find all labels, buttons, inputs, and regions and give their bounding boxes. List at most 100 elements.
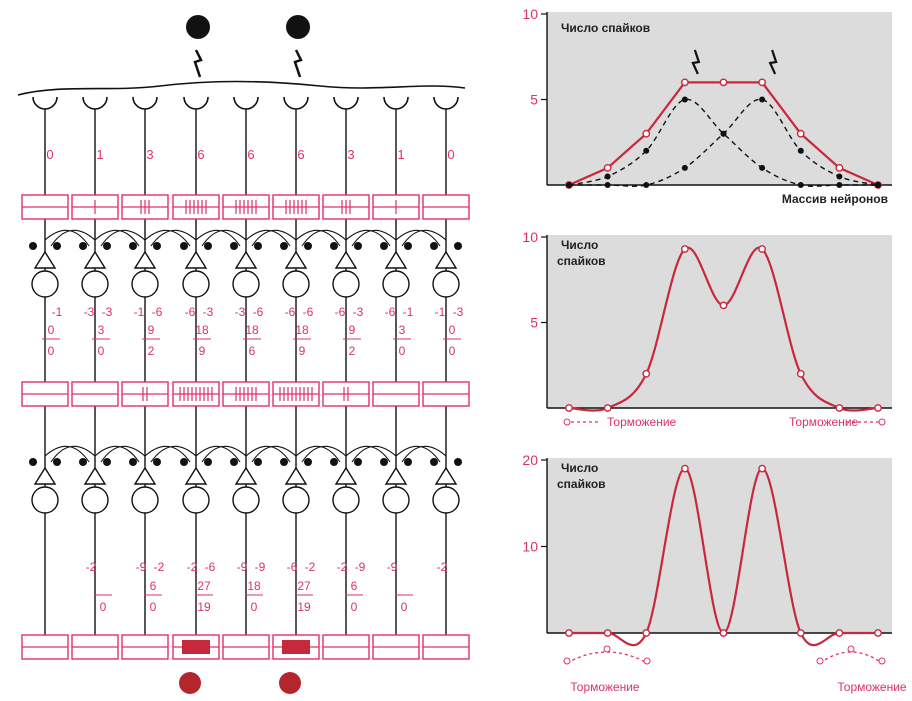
neuron-triangle — [234, 466, 258, 485]
inhibitory-arc — [44, 229, 90, 247]
chart-background — [547, 235, 892, 408]
data-point — [758, 78, 767, 87]
data-point — [758, 464, 767, 473]
layer2-gain: 18 — [245, 323, 259, 337]
layer3-spike-record — [21, 634, 69, 660]
inhibition-marker — [603, 645, 611, 653]
neuron-triangle — [133, 250, 157, 269]
layer1-spike-count: 6 — [297, 147, 304, 162]
layer2-inhibition-left: -6 — [335, 305, 346, 319]
layer3-inhibition-left: -9 — [136, 560, 147, 574]
layer2-gain: 18 — [195, 323, 209, 337]
inhibitory-arc — [301, 229, 347, 247]
neuron-soma — [232, 270, 260, 298]
y-tick-label: 10 — [522, 229, 538, 245]
layer3-inhibition-left: -2 — [86, 560, 97, 574]
data-point — [874, 404, 882, 412]
synapse-dot — [230, 458, 238, 466]
receptor-cup — [233, 96, 259, 110]
data-point — [835, 629, 844, 637]
inhibitory-arc — [295, 229, 341, 247]
layer3-spike-record — [121, 634, 169, 660]
synapse-dot — [380, 242, 388, 250]
data-point — [719, 78, 728, 87]
neuron-soma — [282, 270, 310, 298]
neuron-triangle — [284, 250, 308, 269]
layer2-result: 0 — [98, 344, 105, 358]
inhibitory-arc — [245, 445, 291, 463]
layer1-spike-record — [372, 194, 420, 220]
inhibition-label-left: Торможение — [570, 680, 640, 694]
data-point — [603, 629, 612, 637]
stimulus-dot — [186, 15, 210, 39]
y-axis-label: спайков — [557, 254, 606, 268]
inhibitory-arc — [251, 445, 297, 463]
chart-panel-3: 20 10 Число спайков Торможение Торможение — [522, 452, 907, 694]
layer2-spike-record — [322, 381, 370, 407]
synapse-dot — [354, 242, 362, 250]
inhibitory-arc — [144, 445, 191, 463]
neuron-soma — [81, 486, 109, 514]
synapse-dot — [454, 242, 462, 250]
y-tick-label: 10 — [522, 539, 538, 555]
neuron-soma — [382, 486, 410, 514]
component-dashed-line — [568, 98, 878, 187]
chart-panel-1: 10 5 Число спайков Массив нейронов — [522, 6, 892, 206]
synapse-dot — [280, 458, 288, 466]
layer3-result: 0 — [351, 600, 358, 614]
inhibitory-arc — [345, 445, 391, 463]
synapse-dot — [53, 458, 61, 466]
synapse-dot — [354, 458, 362, 466]
receptor-cup — [32, 96, 58, 110]
layer1-spike-record — [172, 194, 220, 220]
inhibitory-arc — [94, 229, 140, 247]
layer3-spike-record — [272, 634, 320, 660]
neuron-soma — [131, 486, 159, 514]
synapse-dot — [304, 242, 312, 250]
neuron-triangle — [83, 466, 107, 485]
inhibitory-arc — [150, 445, 197, 463]
neuron-triangle — [434, 466, 458, 485]
inhibition-marker — [563, 418, 571, 426]
inhibition-label-left: Торможение — [607, 415, 677, 429]
y-tick-label: 10 — [522, 6, 538, 22]
stimulus-dot — [286, 15, 310, 39]
neuron-triangle — [334, 250, 358, 269]
data-point — [681, 96, 688, 103]
synapse-dot — [180, 458, 188, 466]
layer2-spike-record — [422, 381, 470, 407]
layer2-spike-record — [272, 381, 320, 407]
synapse-dot — [129, 242, 137, 250]
data-point — [566, 182, 572, 188]
layer1-spike-count: 3 — [146, 147, 153, 162]
layer2-gain: 3 — [98, 323, 105, 337]
y-tick-label: 5 — [530, 92, 538, 108]
chart-background — [547, 458, 892, 633]
synapse-dot — [129, 458, 137, 466]
layer2-gain: 9 — [148, 323, 155, 337]
y-axis-label: Число — [561, 461, 598, 475]
layer2-inhibition-right: -3 — [353, 305, 364, 319]
layer2-result: 2 — [349, 344, 356, 358]
neuron-soma — [131, 270, 159, 298]
inhibition-arrow — [819, 651, 883, 664]
data-point — [642, 629, 651, 637]
data-point — [603, 163, 612, 172]
layer1-spike-count: 6 — [197, 147, 204, 162]
synapse-dot — [180, 242, 188, 250]
layer3-result: 0 — [251, 600, 258, 614]
layer1-spike-record — [222, 194, 270, 220]
x-axis-label: Массив нейронов — [782, 192, 888, 206]
layer1-spike-record — [322, 194, 370, 220]
synapse-dot — [404, 458, 412, 466]
data-point — [643, 147, 650, 154]
layer3-gain: 18 — [247, 579, 261, 593]
data-point — [796, 369, 805, 378]
data-point — [642, 369, 651, 378]
synapse-dot — [153, 458, 161, 466]
neuron-soma — [432, 486, 460, 514]
data-point — [875, 182, 881, 188]
layer2-inhibition-right: -1 — [52, 305, 63, 319]
layer2-spike-record — [21, 381, 69, 407]
